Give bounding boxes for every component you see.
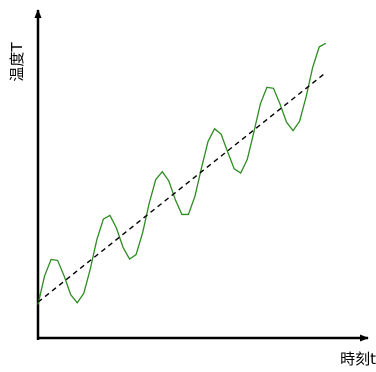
y-axis-label: 温度T bbox=[8, 42, 26, 82]
x-axis-label: 時刻t bbox=[340, 350, 376, 368]
data-line bbox=[37, 42, 327, 305]
trend-line bbox=[37, 72, 327, 303]
